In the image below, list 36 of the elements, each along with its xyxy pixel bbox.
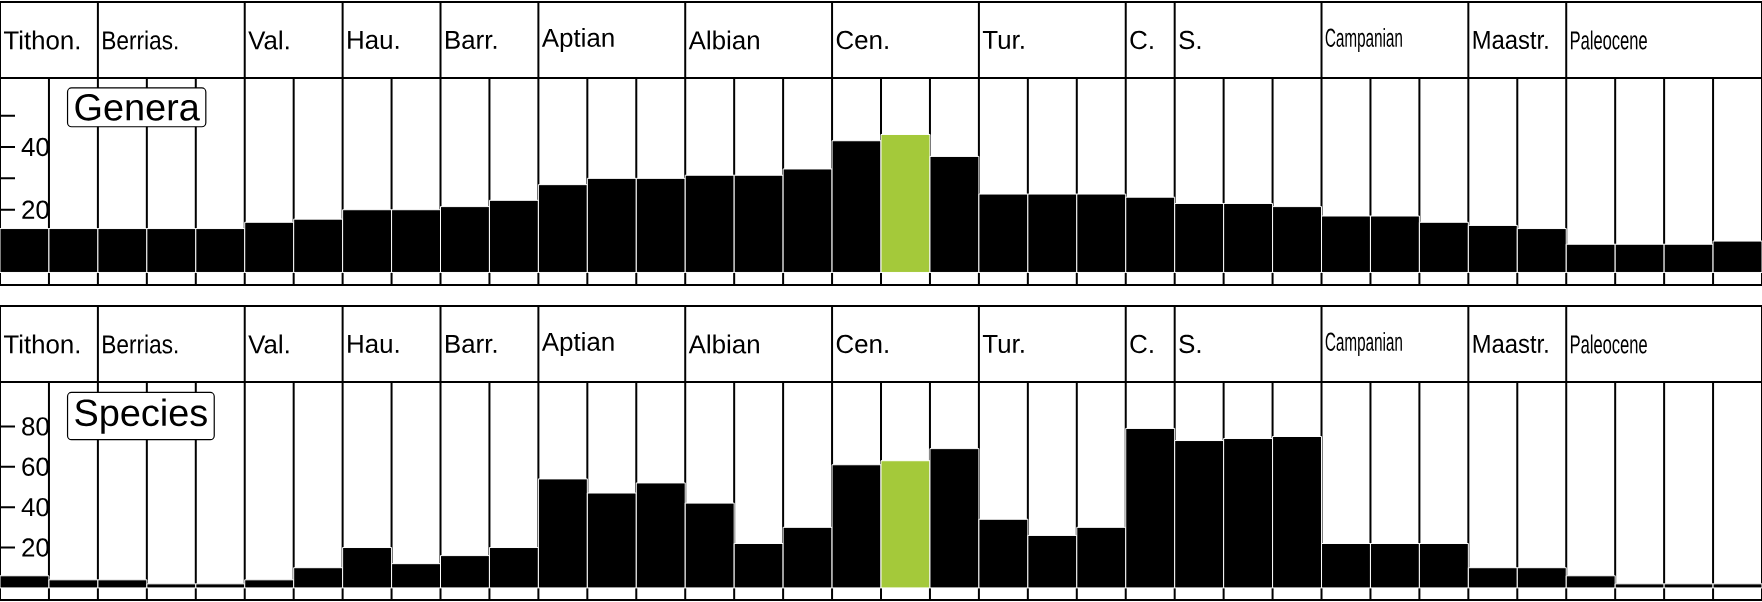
- x-tick-label: Barr.: [446, 30, 497, 50]
- x-tick-label: Berrias.: [103, 30, 178, 50]
- y-tick-label: 20: [22, 538, 49, 557]
- y-tick-label: 20: [22, 200, 49, 219]
- x-tick-label: Tur.: [982, 334, 1024, 354]
- x-tick-label: Albian: [688, 30, 759, 50]
- x-tick-label: Val.: [248, 334, 289, 354]
- x-tick-label: Maastr.: [1473, 30, 1548, 50]
- y-tick-label: 80: [22, 417, 49, 436]
- x-tick-label: Aptian: [541, 27, 614, 53]
- x-tick-label: S.: [1179, 334, 1201, 354]
- x-tick-label: Cen.: [836, 334, 888, 354]
- x-tick-label: Albian: [688, 334, 759, 354]
- x-tick-label: Hau.: [348, 30, 399, 50]
- y-tick-label: 40: [21, 497, 49, 517]
- x-tick-label: Maastr.: [1473, 334, 1548, 354]
- y-tick-label: 60: [22, 457, 49, 476]
- x-tick-label: Tur.: [982, 30, 1024, 50]
- x-tick-label: Paleocene: [1570, 30, 1647, 50]
- x-tick-label: Campanian: [1325, 331, 1402, 357]
- x-tick-label: Berrias.: [103, 334, 178, 354]
- x-tick-label: C.: [1130, 334, 1153, 354]
- x-tick-label: Tithon.: [3, 30, 80, 50]
- x-tick-label: Val.: [248, 30, 289, 50]
- y-tick-label: 40: [21, 137, 49, 157]
- x-tick-label: Tithon.: [3, 334, 80, 354]
- x-tick-label: Paleocene: [1570, 334, 1647, 354]
- x-tick-label: Cen.: [836, 30, 888, 50]
- chart-title: Species: [75, 398, 207, 434]
- x-tick-label: Campanian: [1325, 27, 1402, 53]
- chart-title: Genera: [75, 93, 200, 121]
- x-tick-label: Hau.: [348, 334, 399, 354]
- x-tick-label: Aptian: [541, 331, 614, 357]
- x-tick-label: Barr.: [446, 334, 497, 354]
- x-tick-label: C.: [1130, 30, 1153, 50]
- x-tick-label: S.: [1179, 30, 1201, 50]
